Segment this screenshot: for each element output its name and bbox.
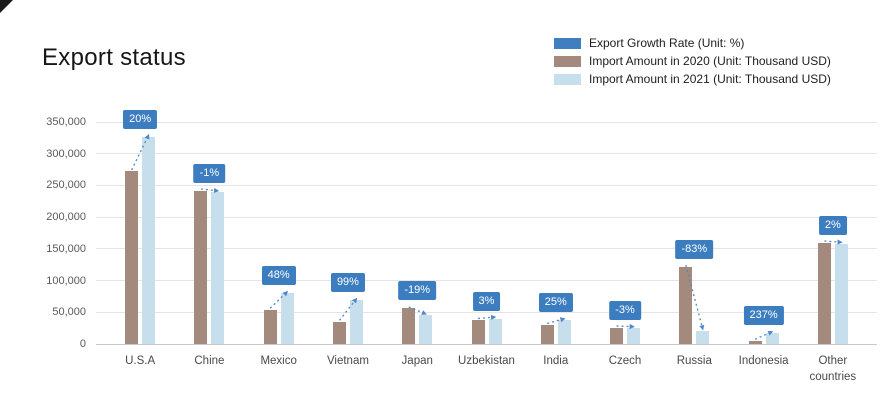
y-axis-tick-label: 50,000: [52, 306, 86, 319]
bar-import-2021: [349, 300, 363, 344]
bar-import-2020: [402, 308, 416, 344]
gridline: [96, 153, 877, 155]
growth-rate-badge: 237%: [743, 306, 784, 326]
bar-import-2021: [557, 320, 571, 344]
growth-rate-badge: 99%: [330, 273, 365, 293]
bar-import-2020: [679, 266, 693, 344]
legend-swatch-growth-rate: [554, 37, 581, 49]
gridline: [96, 311, 877, 313]
bar-import-2021: [488, 318, 502, 344]
corner-artifact: [0, 0, 13, 13]
bar-import-2021: [765, 333, 779, 344]
x-axis-category-label: Russia: [676, 355, 712, 367]
growth-rate-badge: 25%: [538, 293, 573, 313]
y-axis-tick-label: 350,000: [46, 116, 86, 128]
y-axis: 0 50,000 100,000 150,000 200,000 250,000 300,0…: [0, 116, 86, 350]
growth-arrow: [200, 187, 220, 194]
x-axis-category-label: Vietnam: [326, 355, 369, 367]
legend-label-growth-rate: Export Growth Rate (Unit: %): [589, 36, 745, 50]
growth-arrow: [824, 239, 843, 245]
legend-swatch-import-2020: [554, 55, 581, 67]
gridline: [96, 280, 877, 282]
growth-arrow: [754, 330, 774, 340]
growth-rate-badge: -1%: [193, 163, 226, 183]
growth-rate-badge: 3%: [472, 291, 501, 311]
x-axis-category-label: Other countries: [809, 355, 857, 383]
legend-item-import-2021: Import Amount in 2021 (Unit: Thousand US…: [554, 70, 831, 88]
gridline: [96, 248, 877, 250]
gridline: [96, 184, 877, 186]
arrow-layer: [131, 133, 843, 340]
legend-label-import-2021: Import Amount in 2021 (Unit: Thousand US…: [589, 72, 831, 86]
bar-import-2020: [332, 321, 346, 344]
x-axis-category-label: Japan: [401, 355, 433, 367]
growth-rate-badge: 2%: [818, 215, 847, 235]
y-axis-tick-label: 150,000: [46, 242, 86, 255]
legend-item-import-2020: Import Amount in 2020 (Unit: Thousand US…: [554, 52, 831, 70]
bar-import-2020: [125, 171, 139, 344]
growth-rate-badge: -83%: [675, 239, 714, 259]
gridline: [96, 216, 877, 218]
gridline: [96, 121, 877, 123]
y-axis-tick-label: 250,000: [46, 179, 86, 192]
x-axis-category-label: Czech: [608, 355, 642, 367]
bar-import-2021: [627, 328, 641, 344]
growth-arrow: [408, 306, 427, 315]
legend-label-import-2020: Import Amount in 2020 (Unit: Thousand US…: [589, 54, 831, 68]
legend-item-growth-rate: Export Growth Rate (Unit: %): [554, 34, 831, 52]
x-axis-category-label: Indonesia: [738, 355, 789, 367]
bar-import-2021: [419, 315, 433, 344]
growth-rate-badge: 48%: [261, 266, 296, 286]
y-axis-tick-label: 200,000: [46, 211, 86, 224]
bar-import-2021: [834, 243, 848, 344]
plot-area: 20% U.S.A -1% Chine 48% Mexico 99% Vietnam -19% J…: [96, 109, 877, 383]
bar-import-2020: [194, 190, 208, 344]
growth-rate-badge: -19%: [398, 281, 437, 301]
growth-arrow: [131, 133, 150, 171]
chart-title: Export status: [42, 44, 186, 71]
x-axis-category-label: Mexico: [260, 355, 297, 367]
x-axis-category-label: India: [543, 355, 569, 367]
bar-import-2020: [817, 242, 831, 344]
growth-arrow: [338, 297, 358, 321]
bar-import-2020: [540, 324, 554, 344]
bar-import-2021: [211, 192, 225, 344]
growth-rate-badge: 20%: [123, 109, 158, 129]
bar-import-2021: [696, 330, 710, 344]
y-axis-tick-label: 300,000: [46, 147, 86, 160]
legend-swatch-import-2021: [554, 73, 581, 85]
bar-import-2021: [280, 293, 294, 344]
y-axis-tick-label: 0: [79, 338, 86, 350]
growth-rate-badge: -3%: [609, 300, 641, 320]
bar-import-2020: [263, 309, 277, 344]
legend: Export Growth Rate (Unit: %) Import Amou…: [554, 34, 831, 88]
x-axis-category-label: Uzbekistan: [458, 355, 515, 367]
growth-arrow: [269, 290, 289, 309]
growth-arrow: [547, 317, 566, 325]
bar-import-2020: [610, 327, 624, 344]
growth-arrow: [685, 264, 705, 331]
bar-import-2020: [748, 340, 762, 344]
x-axis-category-label: Chine: [194, 355, 225, 367]
bar-import-2021: [142, 136, 156, 344]
bar-import-2020: [471, 319, 485, 344]
y-axis-tick-label: 100,000: [46, 274, 86, 287]
growth-arrow: [616, 323, 635, 330]
growth-arrow: [477, 314, 497, 321]
x-axis-category-label: U.S.A: [125, 355, 156, 367]
